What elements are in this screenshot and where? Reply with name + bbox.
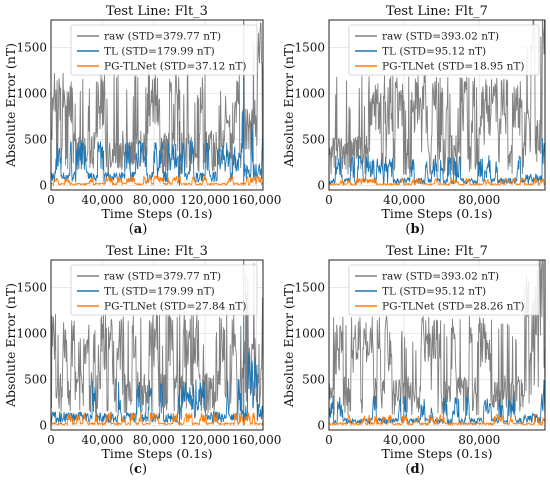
x-tick-label: 80,000 <box>133 193 175 207</box>
y-axis-label: Absolute Error (nT) <box>281 43 296 168</box>
x-tick-label: 80,000 <box>133 433 175 447</box>
x-tick-label: 120,000 <box>180 433 230 447</box>
legend: raw (STD=379.77 nT) TL (STD=179.99 nT) PG-… <box>70 24 258 76</box>
x-tick-label: 0 <box>325 433 333 447</box>
series-line <box>51 174 263 187</box>
legend-label: PG-TLNet (STD=37.12 nT) <box>104 61 247 73</box>
x-tick-label: 40,000 <box>81 433 123 447</box>
y-tick-label: 500 <box>302 132 325 146</box>
legend-label: TL (STD=179.99 nT) <box>104 46 215 58</box>
y-tick-label: 1000 <box>294 87 325 101</box>
chart-title: Test Line: Flt_7 <box>386 244 488 259</box>
plot-frame <box>328 19 546 191</box>
x-tick-label: 160,000 <box>232 193 282 207</box>
plot-frame <box>50 259 264 431</box>
y-tick-label: 1000 <box>16 327 47 341</box>
legend-label: PG-TLNet (STD=18.95 nT) <box>382 61 525 73</box>
legend: raw (STD=393.02 nT) TL (STD=95.12 nT) PG-T… <box>348 24 540 76</box>
series-line <box>329 413 545 427</box>
plot-frame <box>50 19 264 191</box>
series-line <box>329 20 545 176</box>
y-tick-label: 0 <box>317 178 325 192</box>
x-axis-label: Time Steps (0.1s) <box>382 446 493 461</box>
panel-a: 0 500 1000 1500 0 40,000 80,000 120,000 160,000 T… <box>3 4 281 237</box>
panel-caption: (b) <box>405 222 424 237</box>
x-tick-label: 120,000 <box>180 193 230 207</box>
legend-box <box>348 264 540 316</box>
legend-label: raw (STD=379.77 nT) <box>104 31 221 43</box>
y-tick-label: 1500 <box>16 41 47 55</box>
x-tick-label: 80,000 <box>458 193 500 207</box>
y-tick-label: 1000 <box>16 87 47 101</box>
legend-label: TL (STD=179.99 nT) <box>104 286 215 298</box>
plot-frame <box>328 259 546 431</box>
legend-label: TL (STD=95.12 nT) <box>382 46 486 58</box>
chart-title: Test Line: Flt_3 <box>106 4 208 19</box>
x-tick-label: 80,000 <box>458 433 500 447</box>
legend-label: PG-TLNet (STD=28.26 nT) <box>382 301 525 313</box>
series-line <box>329 176 545 187</box>
x-tick-label: 40,000 <box>81 193 123 207</box>
legend-label: raw (STD=393.02 nT) <box>382 271 499 283</box>
x-tick-label: 0 <box>47 193 55 207</box>
panel-c: 0 500 1000 1500 0 40,000 80,000 120,000 160,000 T… <box>3 244 281 477</box>
panel-caption: (d) <box>405 462 424 477</box>
y-tick-label: 0 <box>317 418 325 432</box>
legend-box <box>348 24 540 76</box>
legend-label: raw (STD=393.02 nT) <box>382 31 499 43</box>
panel-b: 0 500 1000 1500 0 40,000 80,000 Test Line: Flt_… <box>281 4 546 237</box>
x-tick-label: 0 <box>47 433 55 447</box>
y-tick-label: 1500 <box>294 281 325 295</box>
chart-title: Test Line: Flt_7 <box>386 4 488 19</box>
y-axis-label: Absolute Error (nT) <box>3 43 18 168</box>
y-tick-label: 500 <box>24 132 47 146</box>
y-tick-label: 1500 <box>16 281 47 295</box>
y-tick-label: 1000 <box>294 327 325 341</box>
y-axis-label: Absolute Error (nT) <box>3 283 18 408</box>
panel-caption: (c) <box>129 462 147 477</box>
chart-title: Test Line: Flt_3 <box>106 244 208 259</box>
y-tick-label: 500 <box>24 372 47 386</box>
series-line <box>51 411 263 427</box>
x-tick-label: 40,000 <box>383 433 425 447</box>
x-axis-label: Time Steps (0.1s) <box>102 206 213 221</box>
panel-d: 0 500 1000 1500 0 40,000 80,000 Test Line: Flt_… <box>281 244 546 477</box>
x-axis-label: Time Steps (0.1s) <box>382 206 493 221</box>
y-tick-label: 500 <box>302 372 325 386</box>
series-line <box>51 112 263 184</box>
legend-label: raw (STD=379.77 nT) <box>104 271 221 283</box>
x-axis-label: Time Steps (0.1s) <box>102 446 213 461</box>
x-tick-label: 40,000 <box>383 193 425 207</box>
legend: raw (STD=393.02 nT) TL (STD=95.12 nT) PG-T… <box>348 264 540 316</box>
y-tick-label: 1500 <box>294 41 325 55</box>
x-tick-label: 160,000 <box>232 433 282 447</box>
y-axis-label: Absolute Error (nT) <box>281 283 296 408</box>
legend: raw (STD=379.77 nT) TL (STD=179.99 nT) PG-… <box>70 264 258 316</box>
legend-box <box>70 24 258 76</box>
x-tick-label: 0 <box>325 193 333 207</box>
series-line <box>329 260 545 416</box>
y-tick-label: 0 <box>39 418 47 432</box>
series-line <box>51 21 263 176</box>
y-tick-label: 0 <box>39 178 47 192</box>
legend-box <box>70 264 258 316</box>
legend-label: PG-TLNet (STD=27.84 nT) <box>104 301 247 313</box>
panel-caption: (a) <box>129 222 148 237</box>
legend-label: TL (STD=95.12 nT) <box>382 286 486 298</box>
